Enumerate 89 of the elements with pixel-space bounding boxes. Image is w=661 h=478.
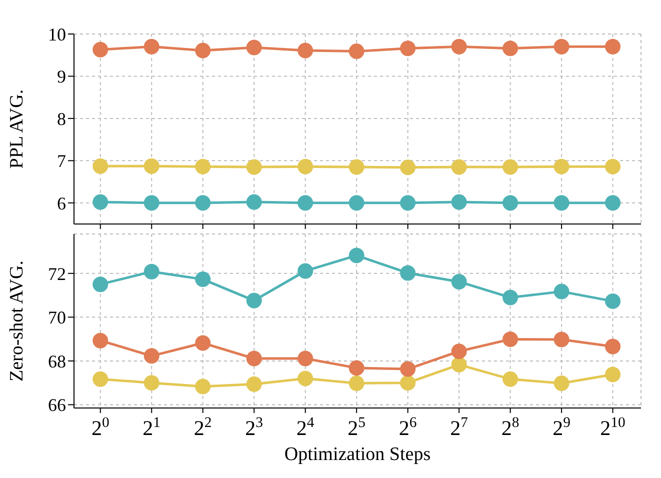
point (144, 195, 160, 211)
y-tick-label: 66 (48, 395, 66, 416)
x-tick-label: 2$^{8}$ (501, 415, 520, 440)
point (605, 195, 621, 211)
x-tick-label: 2$^{9}$ (552, 415, 570, 440)
point (451, 356, 467, 372)
point (144, 375, 160, 391)
point (348, 44, 364, 60)
y-tick-label: 9 (57, 66, 66, 87)
point (400, 160, 416, 176)
point (246, 376, 262, 392)
point (144, 158, 160, 174)
y-tick-label: 6 (57, 193, 66, 214)
point (605, 338, 621, 354)
point (246, 40, 262, 56)
x-tick-label: 2$^{4}$ (296, 415, 315, 440)
point (298, 42, 314, 58)
point (554, 158, 570, 174)
y-tick-label: 68 (48, 351, 66, 372)
point (195, 378, 211, 394)
point (298, 263, 314, 279)
y-tick-label: 70 (48, 308, 66, 328)
x-tick-label: 2$^{7}$ (450, 415, 468, 440)
point (298, 158, 314, 174)
y-tick-label: 10 (48, 24, 66, 44)
point (246, 159, 262, 175)
point (348, 195, 364, 211)
point (451, 159, 467, 175)
point (298, 370, 314, 386)
point (400, 195, 416, 211)
point (502, 332, 518, 348)
y-tick-label: 7 (57, 151, 66, 172)
point (451, 194, 467, 210)
x-axis-title: Optimization Steps (284, 444, 431, 465)
point (348, 360, 364, 376)
point (605, 38, 621, 54)
point (554, 376, 570, 392)
point (92, 332, 108, 348)
point (605, 366, 621, 382)
point (502, 290, 518, 306)
point (605, 293, 621, 309)
point (554, 332, 570, 348)
point (92, 276, 108, 292)
point (502, 40, 518, 56)
point (400, 265, 416, 281)
point (502, 195, 518, 211)
point (451, 274, 467, 290)
point (246, 194, 262, 210)
point (246, 292, 262, 308)
x-tick-label: 2$^{6}$ (398, 415, 417, 440)
y-axis-title: PPL AVG. (6, 89, 28, 169)
point (195, 195, 211, 211)
y-tick-label: 8 (57, 108, 66, 129)
point (554, 195, 570, 211)
point (92, 42, 108, 58)
point (144, 348, 160, 364)
x-tick-label: 2$^{0}$ (91, 415, 110, 440)
point (144, 264, 160, 280)
point (298, 195, 314, 211)
point (144, 38, 160, 54)
point (502, 371, 518, 387)
point (502, 159, 518, 175)
point (605, 158, 621, 174)
point (298, 350, 314, 366)
y-axis-title: Zero-shot AVG. (6, 260, 28, 382)
point (92, 194, 108, 210)
point (195, 272, 211, 288)
x-tick-label: 2$^{1}$ (142, 415, 161, 440)
point (348, 376, 364, 392)
y-tick-label: 72 (48, 264, 66, 284)
point (554, 38, 570, 54)
point (400, 375, 416, 391)
point (195, 42, 211, 58)
point (400, 40, 416, 56)
point (195, 158, 211, 174)
point (400, 361, 416, 377)
point (195, 335, 211, 351)
x-tick-label: 2$^{3}$ (245, 415, 264, 440)
point (348, 159, 364, 175)
point (348, 248, 364, 264)
point (92, 158, 108, 174)
point (451, 344, 467, 360)
point (246, 350, 262, 366)
point (451, 38, 467, 54)
point (92, 371, 108, 387)
x-tick-label: 2$^{10}$ (600, 415, 626, 440)
point (554, 284, 570, 300)
x-tick-label: 2$^{2}$ (194, 415, 212, 440)
x-tick-label: 2$^{5}$ (348, 415, 366, 440)
